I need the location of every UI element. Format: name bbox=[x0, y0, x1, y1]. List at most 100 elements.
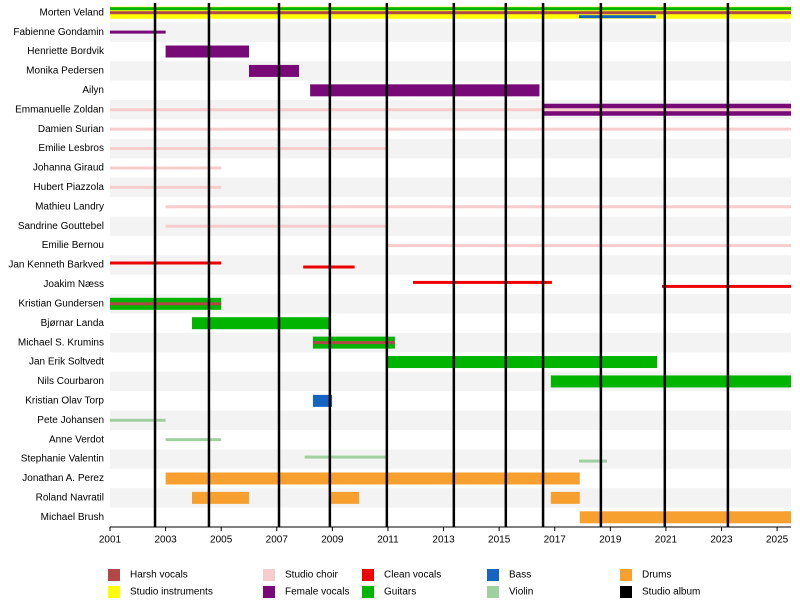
member-label: Emilie Bernou bbox=[42, 240, 104, 251]
member-label: Kristian Olav Torp bbox=[25, 395, 104, 406]
role-bar bbox=[550, 491, 580, 504]
legend-swatch bbox=[487, 586, 499, 598]
member-label: Pete Johansen bbox=[37, 415, 104, 426]
x-tick-label: 2009 bbox=[321, 535, 344, 546]
legend-label: Bass bbox=[509, 570, 531, 581]
legend-swatch bbox=[620, 569, 632, 581]
role-line bbox=[578, 459, 607, 463]
x-tick-label: 2003 bbox=[154, 535, 177, 546]
role-bar bbox=[191, 317, 331, 330]
role-bar bbox=[312, 394, 333, 407]
row-stripe bbox=[110, 255, 791, 275]
role-line bbox=[165, 205, 791, 209]
row-stripe bbox=[110, 216, 791, 236]
role-line bbox=[110, 7, 791, 11]
member-label: Jan Erik Soltvedt bbox=[29, 357, 104, 368]
role-line bbox=[110, 127, 791, 131]
x-tick-label: 2019 bbox=[599, 535, 622, 546]
member-label: Anne Verdot bbox=[49, 434, 104, 445]
legend-label: Harsh vocals bbox=[130, 570, 188, 581]
member-label: Monika Pedersen bbox=[26, 66, 104, 77]
member-label: Henriette Bordvik bbox=[27, 46, 105, 57]
role-bar bbox=[310, 84, 540, 97]
role-line bbox=[110, 147, 388, 151]
x-tick-label: 2001 bbox=[99, 535, 122, 546]
member-label: Jan Kenneth Barkved bbox=[8, 260, 104, 271]
row-stripe bbox=[110, 449, 791, 469]
legend-swatch bbox=[263, 586, 275, 598]
row-stripe bbox=[110, 138, 791, 159]
x-tick-label: 2013 bbox=[432, 535, 455, 546]
row-stripe bbox=[110, 177, 791, 198]
legend-swatch bbox=[108, 569, 120, 581]
member-label: Roland Navratil bbox=[36, 493, 104, 504]
legend-label: Clean vocals bbox=[384, 570, 441, 581]
role-bar bbox=[165, 45, 249, 58]
legend-swatch bbox=[108, 586, 120, 598]
row-stripe bbox=[110, 488, 791, 508]
role-line bbox=[110, 108, 791, 112]
role-line bbox=[110, 11, 791, 15]
role-bar bbox=[191, 491, 249, 504]
role-bar bbox=[329, 491, 360, 504]
role-line bbox=[110, 261, 222, 265]
role-line bbox=[110, 30, 166, 34]
role-bar bbox=[248, 64, 300, 77]
member-label: Nils Courbaron bbox=[37, 376, 104, 387]
member-label: Joakim Næss bbox=[43, 279, 104, 290]
member-label: Emmanuelle Zoldan bbox=[15, 104, 104, 115]
row-stripe bbox=[110, 332, 791, 353]
legend-swatch bbox=[362, 586, 374, 598]
legend-label: Drums bbox=[642, 570, 671, 581]
row-stripe bbox=[110, 61, 791, 81]
member-label: Stephanie Valentin bbox=[21, 454, 104, 465]
x-tick-label: 2025 bbox=[766, 535, 789, 546]
row-stripe bbox=[110, 22, 791, 42]
role-line bbox=[165, 224, 388, 228]
row-stripe bbox=[110, 294, 791, 314]
member-label: Damien Surian bbox=[38, 124, 104, 135]
legend-label: Studio choir bbox=[285, 570, 338, 581]
legend-swatch bbox=[620, 586, 632, 598]
role-line bbox=[110, 302, 222, 306]
member-label: Johanna Giraud bbox=[33, 163, 104, 174]
role-line bbox=[110, 185, 222, 189]
legend-label: Violin bbox=[509, 587, 533, 598]
member-label: Morten Veland bbox=[40, 7, 105, 18]
legend-swatch bbox=[362, 569, 374, 581]
member-label: Bjørnar Landa bbox=[41, 318, 105, 329]
x-tick-label: 2011 bbox=[377, 535, 399, 546]
role-line bbox=[662, 284, 791, 288]
x-tick-label: 2007 bbox=[266, 535, 289, 546]
member-label: Sandrine Gouttebel bbox=[18, 221, 104, 232]
x-tick-label: 2005 bbox=[210, 535, 233, 546]
legend-label: Studio album bbox=[642, 587, 700, 598]
x-tick-label: 2021 bbox=[655, 535, 678, 546]
member-label: Hubert Piazzola bbox=[33, 182, 104, 193]
role-bar bbox=[550, 375, 791, 388]
role-line bbox=[578, 15, 656, 19]
legend-swatch bbox=[263, 569, 275, 581]
member-label: Emilie Lesbros bbox=[38, 143, 104, 154]
member-label: Fabienne Gondamin bbox=[13, 27, 104, 38]
x-tick-label: 2023 bbox=[710, 535, 733, 546]
role-line bbox=[412, 280, 552, 284]
row-stripe bbox=[110, 410, 791, 430]
legend-label: Female vocals bbox=[285, 587, 349, 598]
legend-label: Guitars bbox=[384, 587, 416, 598]
legend-swatch bbox=[487, 569, 499, 581]
role-bar bbox=[387, 356, 658, 369]
x-tick-label: 2015 bbox=[488, 535, 511, 546]
member-label: Mathieu Landry bbox=[35, 201, 104, 212]
member-label: Michael S. Krumins bbox=[18, 337, 104, 348]
role-line bbox=[110, 166, 222, 170]
role-line bbox=[165, 438, 222, 442]
member-label: Kristian Gundersen bbox=[18, 298, 104, 309]
member-label: Michael Brush bbox=[41, 512, 104, 523]
role-line bbox=[110, 418, 166, 422]
legend-label: Studio instruments bbox=[130, 587, 213, 598]
member-label: Jonathan A. Perez bbox=[22, 473, 104, 484]
role-bar bbox=[579, 511, 791, 524]
role-line bbox=[304, 455, 388, 459]
